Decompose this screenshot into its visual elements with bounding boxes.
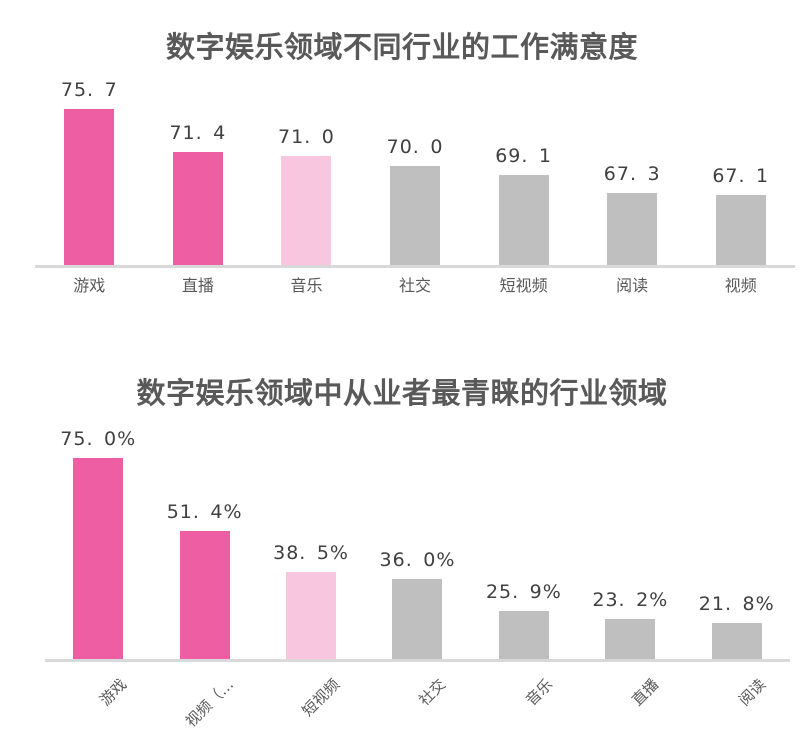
- bar-slot: 67. 1: [686, 96, 795, 266]
- category-label: 游戏: [96, 675, 131, 710]
- bar-音乐: [498, 611, 549, 660]
- bar-阅读: [711, 623, 762, 660]
- category-label: 音乐: [290, 276, 323, 295]
- category-slot: 短视频: [469, 274, 578, 300]
- bar-slot: 51. 4%: [151, 452, 257, 660]
- bar-slot: 36. 0%: [364, 452, 470, 660]
- category-label: 视频（…: [181, 675, 237, 731]
- bar-短视频: [498, 175, 549, 266]
- bar-社交: [390, 166, 441, 266]
- category-slot: 游戏: [35, 274, 144, 300]
- category-label: 阅读: [734, 675, 769, 710]
- value-label: 70. 0: [386, 136, 444, 158]
- value-label: 21. 8%: [698, 593, 775, 615]
- category-slot: 音乐: [471, 664, 577, 750]
- bar-slot: 75. 7: [35, 79, 144, 266]
- x-axis-line: [45, 659, 790, 662]
- category-slot: 游戏: [45, 664, 151, 750]
- value-label: 75. 7: [60, 79, 118, 101]
- category-label: 视频: [724, 276, 757, 295]
- category-label: 短视频: [298, 675, 344, 720]
- bar-slot: 69. 1: [469, 96, 578, 266]
- bar-阅读: [607, 193, 658, 266]
- value-label: 23. 2%: [592, 589, 669, 611]
- plot-area: 75. 7 71. 4 71. 0 70. 0 69. 1 67. 3 67. 1: [35, 79, 795, 266]
- bar-短视频: [286, 572, 337, 660]
- value-label: 25. 9%: [485, 581, 562, 603]
- chart-title: 数字娱乐领域不同行业的工作满意度: [165, 30, 638, 64]
- chart-title: 数字娱乐领域中从业者最青睐的行业领域: [136, 376, 668, 410]
- category-slot: 音乐: [252, 274, 361, 300]
- plot-area: 75. 0% 51. 4% 38. 5% 36. 0% 25. 9% 23. 2% 21. …: [45, 428, 790, 660]
- bar-slot: 25. 9%: [471, 452, 577, 660]
- category-slot: 阅读: [684, 664, 790, 750]
- bar-slot: 75. 0%: [45, 428, 151, 660]
- category-label: 阅读: [616, 276, 649, 295]
- satisfaction-bar-chart: 数字娱乐领域不同行业的工作满意度 75. 7 71. 4 71. 0 70. 0 69.…: [0, 0, 804, 330]
- category-slot: 阅读: [578, 274, 687, 300]
- value-label: 67. 1: [712, 165, 770, 187]
- category-label: 直播: [628, 675, 663, 710]
- x-axis-category-labels: 游戏 视频（… 短视频 社交 音乐 直播 阅读: [45, 664, 790, 750]
- category-label: 游戏: [73, 276, 106, 295]
- category-label: 社交: [399, 276, 432, 295]
- bar-直播: [172, 152, 223, 266]
- value-label: 36. 0%: [379, 549, 456, 571]
- category-slot: 社交: [361, 274, 470, 300]
- category-label: 直播: [181, 276, 214, 295]
- value-label: 51. 4%: [166, 501, 243, 523]
- bar-游戏: [73, 458, 124, 660]
- bar-slot: 23. 2%: [577, 452, 683, 660]
- category-label: 社交: [415, 675, 450, 710]
- bar-slot: 71. 4: [144, 96, 253, 266]
- bar-slot: 67. 3: [578, 96, 687, 266]
- preference-bar-chart: 数字娱乐领域中从业者最青睐的行业领域 75. 0% 51. 4% 38. 5% 36.…: [0, 340, 804, 751]
- category-slot: 视频（…: [151, 664, 257, 750]
- value-label: 38. 5%: [273, 542, 349, 564]
- bar-视频（…: [179, 531, 230, 660]
- category-label: 短视频: [499, 276, 548, 295]
- category-slot: 直播: [577, 664, 683, 750]
- x-axis-line: [35, 265, 795, 268]
- value-label: 71. 0: [278, 126, 335, 148]
- bar-游戏: [64, 109, 115, 266]
- bar-音乐: [281, 156, 332, 266]
- value-label: 67. 3: [603, 163, 661, 185]
- bar-直播: [605, 619, 656, 660]
- value-label: 71. 4: [169, 122, 227, 144]
- bar-社交: [392, 579, 443, 660]
- category-slot: 社交: [364, 664, 470, 750]
- bar-slot: 38. 5%: [258, 452, 364, 660]
- bar-slot: 71. 0: [252, 96, 361, 266]
- bar-slot: 70. 0: [361, 96, 470, 266]
- category-slot: 短视频: [258, 664, 364, 750]
- value-label: 75. 0%: [60, 428, 137, 450]
- bar-slot: 21. 8%: [684, 452, 790, 660]
- category-slot: 直播: [144, 274, 253, 300]
- value-label: 69. 1: [495, 145, 552, 167]
- x-axis-category-labels: 游戏 直播 音乐 社交 短视频 阅读 视频: [35, 274, 795, 300]
- category-slot: 视频: [686, 274, 795, 300]
- category-label: 音乐: [522, 675, 557, 710]
- bar-视频: [715, 195, 766, 266]
